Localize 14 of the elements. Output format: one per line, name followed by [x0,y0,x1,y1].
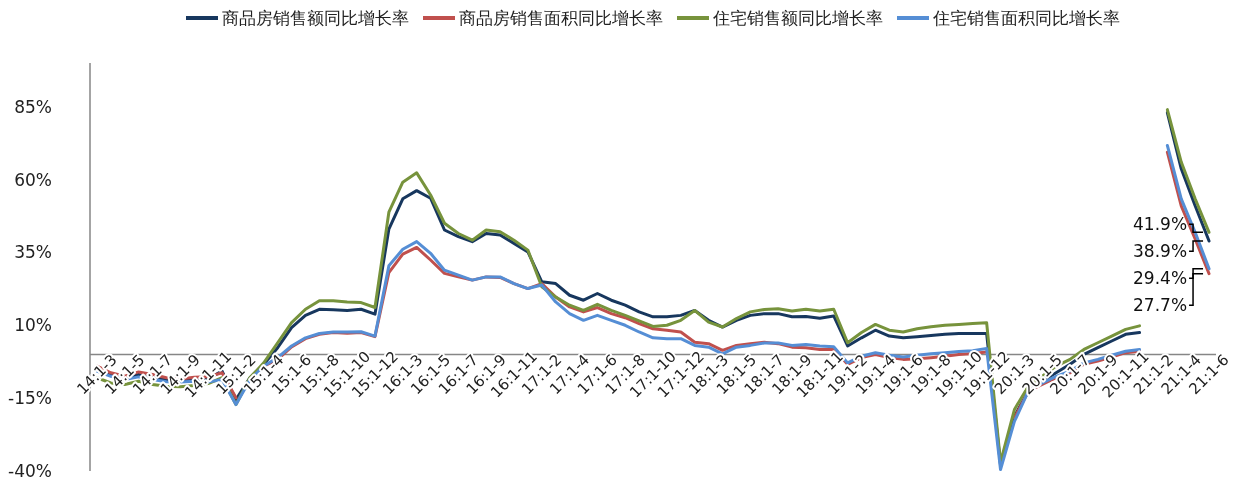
y-tick-label: 85% [14,96,52,117]
y-tick-label: 35% [14,242,52,263]
legend-label: 住宅销售额同比增长率 [712,8,883,28]
annotation: 41.9% [1133,214,1188,235]
legend-label: 住宅销售面积同比增长率 [932,8,1120,28]
y-tick-label: -40% [8,461,52,479]
annotation: 29.4% [1133,268,1188,289]
annotation: 38.9% [1133,241,1188,262]
annotation: 27.7% [1133,295,1188,316]
y-tick-label: -15% [8,388,52,409]
legend-label: 商品房销售额同比增长率 [222,8,409,28]
y-tick-label: 10% [14,315,52,336]
legend-label: 商品房销售面积同比增长率 [459,8,663,28]
y-tick-label: 60% [14,169,52,190]
